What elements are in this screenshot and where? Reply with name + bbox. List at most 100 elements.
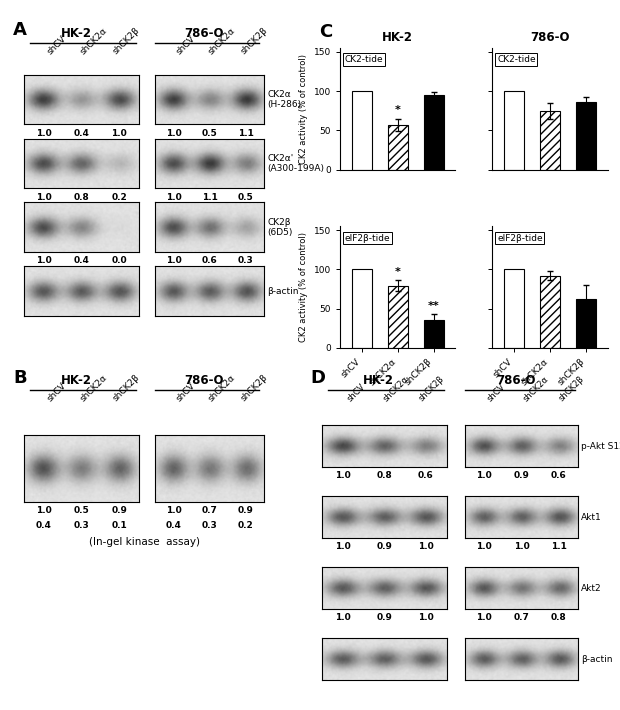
- Text: 0.0: 0.0: [112, 256, 127, 266]
- Text: shCK2β: shCK2β: [557, 374, 586, 403]
- Text: 1.0: 1.0: [418, 613, 434, 622]
- Text: shCV: shCV: [46, 33, 68, 56]
- Text: 1.0: 1.0: [335, 471, 352, 480]
- Text: β-actin: β-actin: [267, 287, 299, 296]
- Text: 1.0: 1.0: [418, 542, 434, 551]
- Text: 0.1: 0.1: [111, 521, 127, 530]
- Text: 0.5: 0.5: [237, 192, 254, 202]
- Text: 1.0: 1.0: [476, 471, 492, 480]
- Text: 786-O: 786-O: [530, 31, 570, 45]
- Text: 0.9: 0.9: [377, 613, 392, 622]
- Text: 1.0: 1.0: [166, 506, 182, 515]
- Text: shCK2α: shCK2α: [207, 26, 237, 56]
- Text: 0.3: 0.3: [237, 256, 254, 266]
- Text: 1.0: 1.0: [335, 613, 352, 622]
- Text: HK-2: HK-2: [382, 31, 413, 45]
- Text: Akt1: Akt1: [581, 513, 602, 522]
- Text: shCK2β: shCK2β: [239, 26, 270, 56]
- Text: 1.0: 1.0: [111, 129, 127, 138]
- Text: B: B: [13, 369, 27, 387]
- Text: HK-2: HK-2: [60, 374, 91, 387]
- Text: 1.0: 1.0: [36, 129, 51, 138]
- Bar: [423, 95, 443, 170]
- Text: shCK2β: shCK2β: [239, 373, 270, 403]
- Text: 0.6: 0.6: [551, 471, 567, 480]
- Text: shCV: shCV: [46, 381, 68, 403]
- Text: CK2β
(6D5): CK2β (6D5): [267, 218, 293, 237]
- Bar: [388, 125, 407, 170]
- Text: 0.4: 0.4: [73, 129, 89, 138]
- Text: 786-O: 786-O: [496, 374, 535, 387]
- Text: CK2α'
(A300-199A): CK2α' (A300-199A): [267, 154, 324, 173]
- Y-axis label: CK2 activity (% of control): CK2 activity (% of control): [299, 54, 308, 164]
- Text: 1.1: 1.1: [202, 192, 218, 202]
- Text: eIF2β-tide: eIF2β-tide: [497, 234, 542, 243]
- Text: HK-2: HK-2: [363, 374, 394, 387]
- Bar: [352, 270, 371, 348]
- Text: 0.2: 0.2: [237, 521, 254, 530]
- Bar: [388, 286, 407, 348]
- Bar: [540, 111, 560, 170]
- Text: 1.0: 1.0: [36, 256, 51, 266]
- Text: 0.4: 0.4: [35, 521, 51, 530]
- Text: A: A: [13, 21, 27, 39]
- Text: shCK2α: shCK2α: [79, 373, 109, 403]
- Bar: [576, 300, 596, 348]
- Text: 0.4: 0.4: [73, 256, 89, 266]
- Text: 1.0: 1.0: [36, 192, 51, 202]
- Text: 0.9: 0.9: [377, 542, 392, 551]
- Text: shCK2α: shCK2α: [521, 374, 551, 403]
- Text: 0.6: 0.6: [418, 471, 434, 480]
- Text: shCK2α: shCK2α: [207, 373, 237, 403]
- Text: C: C: [319, 23, 332, 40]
- Text: shCK2β: shCK2β: [417, 374, 446, 403]
- Text: 1.0: 1.0: [166, 256, 182, 266]
- Text: shCV: shCV: [174, 33, 197, 56]
- Text: shCV: shCV: [174, 381, 197, 403]
- Text: 1.0: 1.0: [513, 542, 529, 551]
- Text: 1.0: 1.0: [36, 506, 51, 515]
- Text: β-actin: β-actin: [581, 655, 613, 664]
- Text: CK2-tide: CK2-tide: [345, 55, 383, 65]
- Text: CK2α
(H-286): CK2α (H-286): [267, 90, 301, 109]
- Text: 0.5: 0.5: [73, 506, 89, 515]
- Text: 0.5: 0.5: [202, 129, 218, 138]
- Bar: [504, 91, 524, 170]
- Text: **: **: [428, 301, 440, 311]
- Text: 0.7: 0.7: [202, 506, 218, 515]
- Text: *: *: [395, 268, 401, 278]
- Bar: [423, 320, 443, 348]
- Text: 0.3: 0.3: [73, 521, 89, 530]
- Y-axis label: CK2 activity (% of control): CK2 activity (% of control): [299, 232, 308, 342]
- Bar: [576, 102, 596, 170]
- Text: 0.7: 0.7: [513, 613, 529, 622]
- Text: CK2-tide: CK2-tide: [497, 55, 536, 65]
- Text: shCK2β: shCK2β: [112, 26, 141, 56]
- Text: 1.0: 1.0: [166, 129, 182, 138]
- Text: shCK2α: shCK2α: [382, 374, 410, 403]
- Text: 1.0: 1.0: [166, 192, 182, 202]
- Bar: [352, 91, 371, 170]
- Text: (In-gel kinase  assay): (In-gel kinase assay): [89, 537, 200, 547]
- Text: 1.0: 1.0: [335, 542, 352, 551]
- Text: Akt2: Akt2: [581, 584, 602, 593]
- Text: 0.4: 0.4: [166, 521, 182, 530]
- Text: 786-O: 786-O: [184, 27, 224, 40]
- Text: 1.1: 1.1: [237, 129, 254, 138]
- Text: p-Akt S129: p-Akt S129: [581, 442, 620, 451]
- Text: 1.0: 1.0: [476, 613, 492, 622]
- Text: shCV: shCV: [486, 382, 507, 403]
- Text: eIF2β-tide: eIF2β-tide: [345, 234, 390, 243]
- Text: HK-2: HK-2: [60, 27, 91, 40]
- Text: *: *: [395, 106, 401, 116]
- Text: 1.1: 1.1: [551, 542, 567, 551]
- Text: 1.0: 1.0: [476, 542, 492, 551]
- Text: 0.8: 0.8: [377, 471, 392, 480]
- Text: 0.9: 0.9: [513, 471, 529, 480]
- Bar: [540, 275, 560, 348]
- Text: 0.8: 0.8: [551, 613, 567, 622]
- Text: D: D: [310, 369, 326, 387]
- Text: 0.3: 0.3: [202, 521, 218, 530]
- Bar: [504, 270, 524, 348]
- Text: 0.6: 0.6: [202, 256, 218, 266]
